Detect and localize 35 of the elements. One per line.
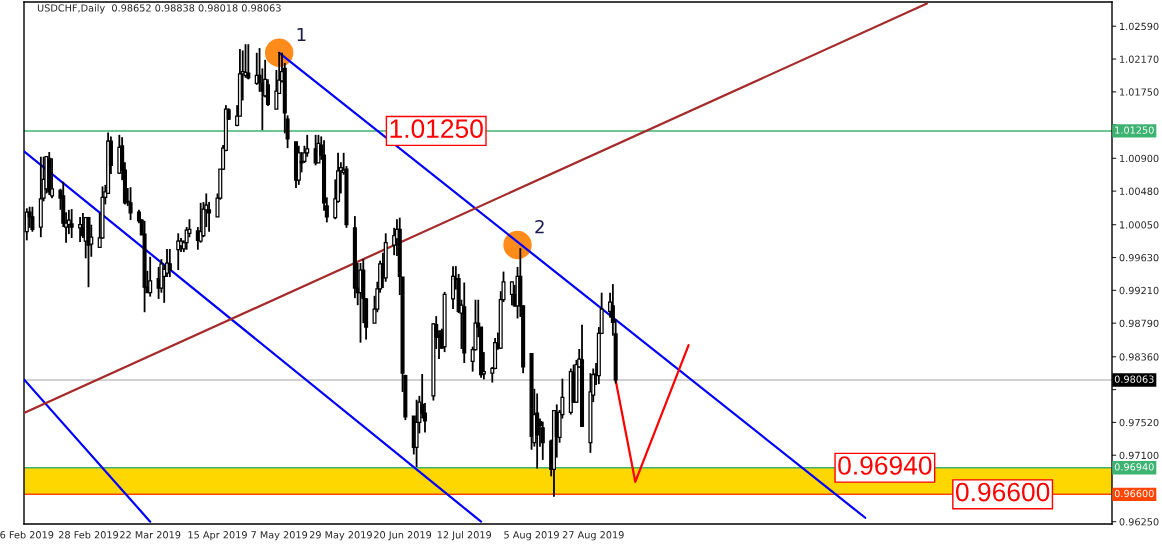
candlestick [540, 420, 545, 461]
y-tick-label: 0.97100 [1119, 451, 1159, 460]
y-tick-label: 0.97520 [1119, 418, 1159, 427]
chart-title: USDCHF,Daily 0.98652 0.98838 0.98018 0.98063 [37, 4, 281, 14]
y-tick-label: 1.00480 [1120, 187, 1159, 195]
y-tick-label: 1.02590 [1120, 22, 1159, 31]
ref-line-label: 1.01250 [1115, 126, 1154, 134]
candlestick [509, 280, 514, 307]
x-tick-label: 28 Feb 2019 [58, 530, 119, 539]
x-tick-label: 27 Aug 2019 [562, 531, 624, 541]
y-tick-label: 0.98790 [1119, 319, 1159, 327]
x-tick-label: 7 May 2019 [251, 531, 308, 541]
annotation: 1.01250 [390, 119, 483, 139]
annotation: 0.96940 [838, 456, 932, 475]
y-tick-label: 1.01750 [1120, 88, 1159, 96]
y-tick-label: 0.96250 [1119, 518, 1159, 526]
y-tick-label: 0.98360 [1119, 353, 1159, 361]
x-tick-label: 29 May 2019 [309, 531, 372, 541]
x-tick-label: 5 Aug 2019 [504, 531, 559, 541]
y-tick-label: 0.99210 [1119, 286, 1159, 295]
x-tick-label: 20 Jun 2019 [374, 531, 432, 541]
x-tick-label: 6 Feb 2019 [0, 530, 54, 539]
annotation: 0.96600 [955, 482, 1050, 502]
ref-line-label: 0.98063 [1114, 375, 1154, 383]
y-tick-label: 0.99630 [1119, 254, 1159, 262]
y-tick-label: 1.00900 [1120, 154, 1159, 163]
x-tick-label: 15 Apr 2019 [188, 531, 247, 541]
ref-line-label: 0.96940 [1114, 463, 1154, 471]
series-label: 2 [535, 219, 544, 234]
x-tick-label: 22 Mar 2019 [120, 531, 181, 539]
series-label: 1 [297, 27, 306, 42]
x-tick-label: 12 Jul 2019 [437, 530, 492, 541]
ref-line-label: 0.96600 [1114, 489, 1154, 498]
y-tick-label: 1.02170 [1120, 55, 1159, 63]
y-tick-label: 1.00050 [1120, 221, 1159, 229]
